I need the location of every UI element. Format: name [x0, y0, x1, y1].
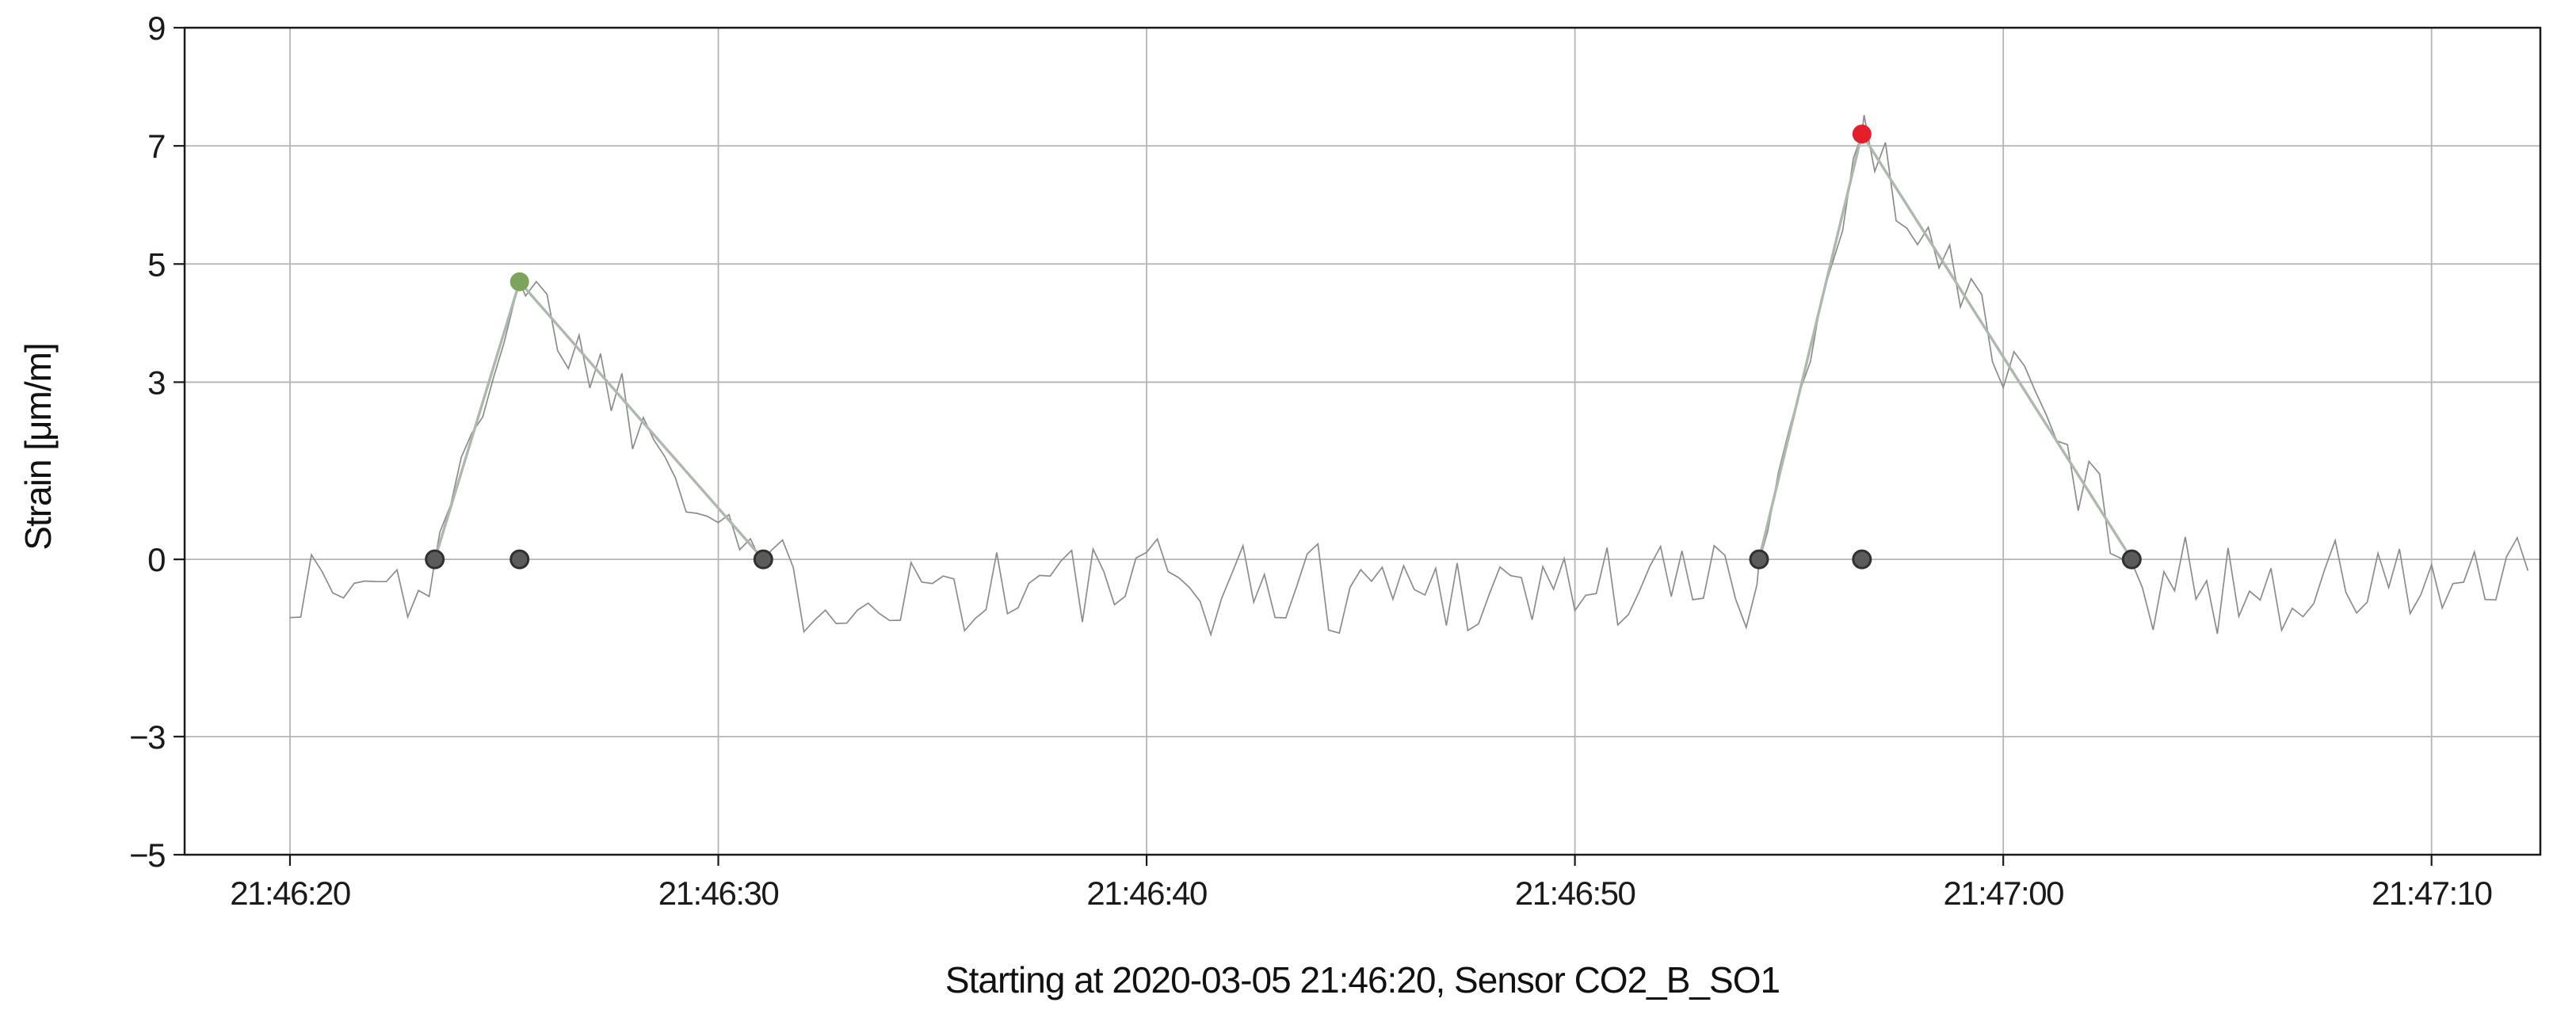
baseline-marker [2121, 549, 2142, 570]
baseline-marker [1749, 549, 1769, 570]
baseline-marker [425, 549, 445, 570]
y-tick-label: 7 [147, 128, 165, 165]
peak-marker-red [1852, 124, 1872, 144]
x-tick-label: 21:47:00 [1943, 875, 2063, 912]
y-tick-label: 5 [147, 246, 165, 283]
baseline-marker [509, 549, 530, 570]
grid-lines [185, 27, 2540, 856]
baseline-marker [753, 549, 773, 570]
x-tick-label: 21:46:30 [658, 875, 779, 912]
plot-border [183, 26, 2542, 856]
baseline-marker [1852, 549, 1872, 570]
axis-ticks [174, 26, 2433, 866]
y-tick-label: −3 [129, 718, 165, 756]
y-tick-label: −5 [129, 837, 165, 874]
x-tick-label: 21:46:20 [230, 875, 350, 912]
event-envelope-line [433, 279, 765, 561]
y-tick-label: 3 [147, 364, 165, 401]
x-tick-label: 21:46:50 [1515, 875, 1635, 912]
y-tick-label: 9 [147, 10, 165, 47]
peak-marker-green [509, 272, 529, 292]
y-tick-label: 0 [147, 541, 165, 578]
signal-line [289, 115, 2529, 638]
y-axis-label: Strain [μm/m] [17, 343, 59, 551]
x-tick-label: 21:46:40 [1086, 875, 1207, 912]
x-tick-label: 21:47:10 [2372, 875, 2492, 912]
x-axis-label: Starting at 2020-03-05 21:46:20, Sensor … [945, 959, 1780, 1000]
